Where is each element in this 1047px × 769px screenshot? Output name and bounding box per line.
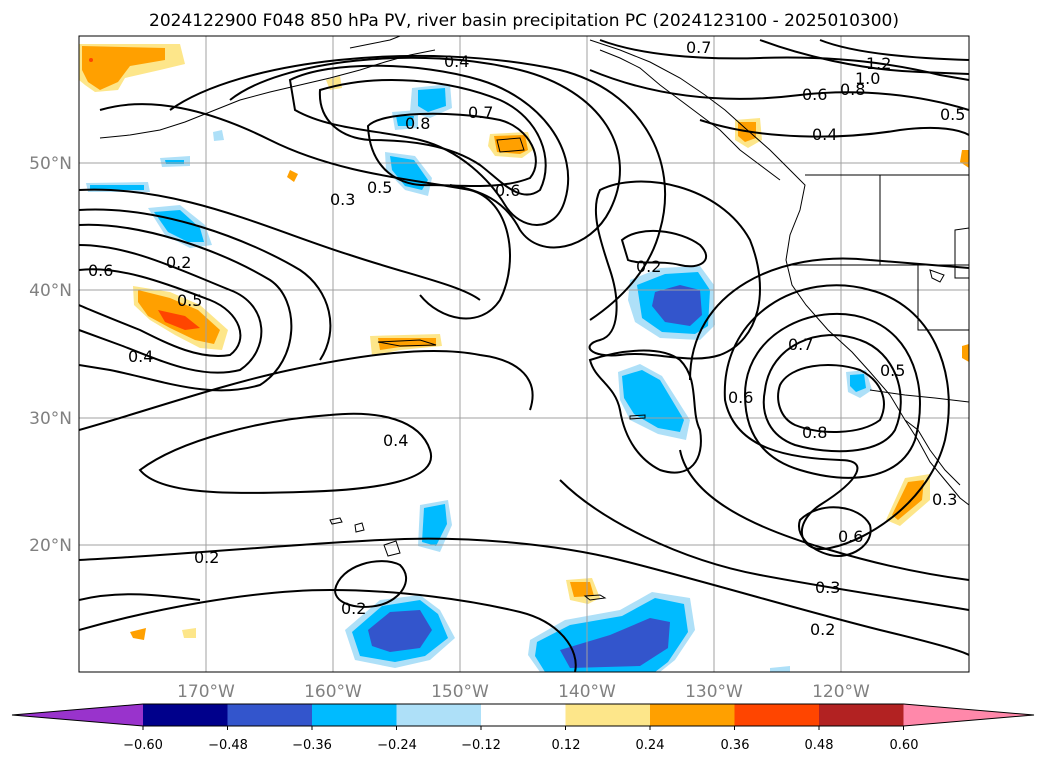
contour-label: 0.3 bbox=[815, 578, 840, 597]
colorbar-extend-high bbox=[903, 704, 1034, 726]
contour-label: 0.8 bbox=[840, 80, 865, 99]
colorbar-tick-label: 0.60 bbox=[890, 738, 919, 753]
contour-label: 0.2 bbox=[166, 253, 191, 272]
contour-label: 1.0 bbox=[855, 69, 880, 88]
colorbar-segment bbox=[650, 704, 735, 726]
colorbar-segment bbox=[227, 704, 313, 726]
colorbar bbox=[11, 703, 1035, 730]
colorbar-segment bbox=[565, 704, 651, 726]
colorbar-tick-label: −0.12 bbox=[461, 738, 501, 753]
lon-labels: 170°W 160°W 150°W 140°W 130°W 120°W bbox=[177, 682, 870, 702]
contour-label: 0.2 bbox=[341, 599, 366, 618]
colorbar-tick-label: 0.12 bbox=[552, 738, 581, 753]
lon-tick-label: 130°W bbox=[685, 682, 743, 702]
contour-label-layer: 0.4 0.7 1.2 1.0 0.8 0.6 0.4 0.5 0.8 0.7 … bbox=[88, 38, 965, 639]
colorbar-tick-label: −0.24 bbox=[377, 738, 417, 753]
contour-label: 0.7 bbox=[788, 335, 813, 354]
colorbar-segment bbox=[481, 704, 566, 726]
map-area: 0.4 0.7 1.2 1.0 0.8 0.6 0.4 0.5 0.8 0.7 … bbox=[79, 36, 969, 672]
contour-label: 1.2 bbox=[866, 54, 891, 73]
colorbar-tick-labels: −0.60 −0.48 −0.36 −0.24 −0.12 0.12 0.24 … bbox=[123, 738, 918, 753]
lat-lon-grid bbox=[79, 36, 969, 672]
colorbar-tick-label: −0.60 bbox=[123, 738, 163, 753]
contour-label: 0.6 bbox=[88, 261, 113, 280]
lon-tick-label: 170°W bbox=[177, 682, 235, 702]
colorbar-segment bbox=[819, 704, 904, 726]
lat-tick-label: 30°N bbox=[29, 409, 72, 429]
colorbar-extend-low bbox=[12, 704, 143, 726]
colorbar-tick-label: −0.36 bbox=[292, 738, 332, 753]
contour-label: 0.4 bbox=[444, 52, 469, 71]
contour-label: 0.3 bbox=[932, 490, 957, 509]
contour-label: 0.2 bbox=[636, 257, 661, 276]
contour-label: 0.8 bbox=[802, 423, 827, 442]
map-frame bbox=[78, 35, 970, 673]
contour-label: 0.2 bbox=[194, 548, 219, 567]
contour-label: 0.2 bbox=[810, 620, 835, 639]
colorbar-tick-label: 0.36 bbox=[721, 738, 750, 753]
lon-tick-label: 150°W bbox=[431, 682, 489, 702]
colorbar-segment bbox=[143, 704, 228, 726]
contour-label: 0.7 bbox=[686, 38, 711, 57]
lon-tick-label: 160°W bbox=[304, 682, 362, 702]
figure-title: 2024122900 F048 850 hPa PV, river basin … bbox=[149, 11, 899, 31]
contour-label: 0.4 bbox=[812, 125, 837, 144]
colorbar-segment bbox=[734, 704, 820, 726]
contour-label: 0.4 bbox=[383, 431, 408, 450]
contour-label: 0.6 bbox=[838, 527, 863, 546]
contour-label: 0.8 bbox=[405, 114, 430, 133]
lat-labels: 50°N 40°N 30°N 20°N bbox=[29, 154, 72, 556]
lon-tick-label: 140°W bbox=[558, 682, 616, 702]
colorbar-tick-label: −0.48 bbox=[208, 738, 248, 753]
lat-tick-label: 40°N bbox=[29, 281, 72, 301]
coastlines bbox=[99, 36, 969, 601]
contour-label: 0.6 bbox=[728, 388, 753, 407]
contour-label: 0.4 bbox=[128, 347, 153, 366]
contour-label: 0.5 bbox=[880, 361, 905, 380]
contour-label: 0.6 bbox=[802, 85, 827, 104]
contour-label: 0.3 bbox=[330, 190, 355, 209]
colorbar-tick-label: 0.48 bbox=[805, 738, 834, 753]
colorbar-segment bbox=[396, 704, 482, 726]
contour-label: 0.5 bbox=[940, 105, 965, 124]
colorbar-segment bbox=[312, 704, 397, 726]
contour-label: 0.7 bbox=[468, 103, 493, 122]
contour-label: 0.6 bbox=[495, 181, 520, 200]
contour-label: 0.5 bbox=[177, 291, 202, 310]
lon-tick-label: 120°W bbox=[812, 682, 870, 702]
lat-tick-label: 50°N bbox=[29, 154, 72, 174]
contour-label: 0.5 bbox=[367, 178, 392, 197]
colorbar-tick-label: 0.24 bbox=[636, 738, 665, 753]
pv-contours bbox=[79, 39, 969, 672]
lat-tick-label: 20°N bbox=[29, 536, 72, 556]
